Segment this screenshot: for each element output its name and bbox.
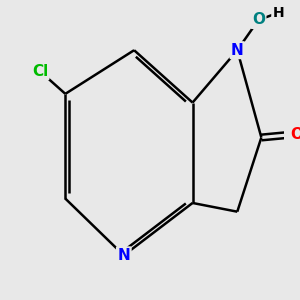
Text: N: N — [117, 248, 130, 263]
Text: Cl: Cl — [32, 64, 48, 79]
Text: O: O — [252, 13, 265, 28]
Text: O: O — [290, 127, 300, 142]
Text: N: N — [231, 43, 244, 58]
Text: H: H — [273, 6, 284, 20]
